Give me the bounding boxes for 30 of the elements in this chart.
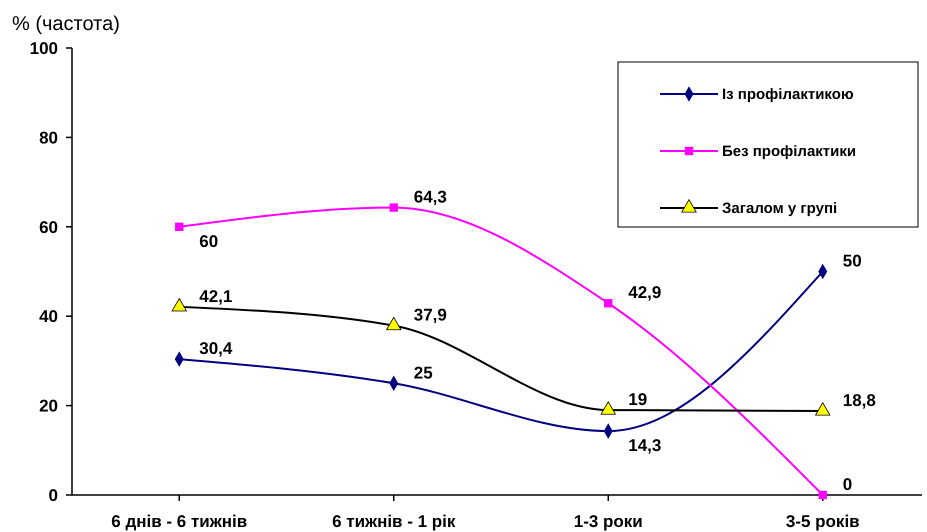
point: [390, 203, 398, 212]
data-label: 50: [842, 252, 862, 270]
y-axis-title: % (частота): [12, 13, 120, 35]
data-label: 60: [199, 232, 218, 251]
point: [818, 490, 827, 500]
data-label: 14,3: [628, 436, 662, 456]
y-tick-label: 60: [39, 218, 58, 237]
x-tick-label: 6 днів - 6 тижнів: [111, 512, 248, 531]
x-tick-label: 1-3 роки: [574, 512, 643, 531]
x-tick-label: 3-5 років: [786, 512, 860, 531]
legend-label: Загалом у групі: [722, 200, 838, 217]
x-tick-label: 6 тижнів - 1 рік: [332, 512, 456, 531]
y-tick-label: 0: [48, 486, 58, 505]
point: [604, 299, 612, 308]
data-label: 19: [628, 390, 648, 410]
y-tick-label: 40: [39, 307, 58, 326]
data-label: 0: [842, 475, 852, 494]
y-tick-label: 20: [39, 396, 58, 416]
legend-label: Із профілактикою: [722, 86, 854, 103]
data-label: 42,9: [628, 283, 662, 302]
point: [175, 222, 184, 231]
data-label: 25: [414, 363, 433, 382]
data-label: 30,4: [199, 339, 233, 358]
legend-label: Без профілактики: [722, 143, 856, 160]
y-tick-label: 100: [30, 39, 58, 58]
data-label: 37,9: [414, 306, 447, 325]
data-label: 18,8: [842, 390, 876, 410]
data-label: 42,1: [199, 286, 232, 306]
y-tick-label: 80: [39, 128, 58, 148]
data-label: 64,3: [414, 188, 447, 207]
